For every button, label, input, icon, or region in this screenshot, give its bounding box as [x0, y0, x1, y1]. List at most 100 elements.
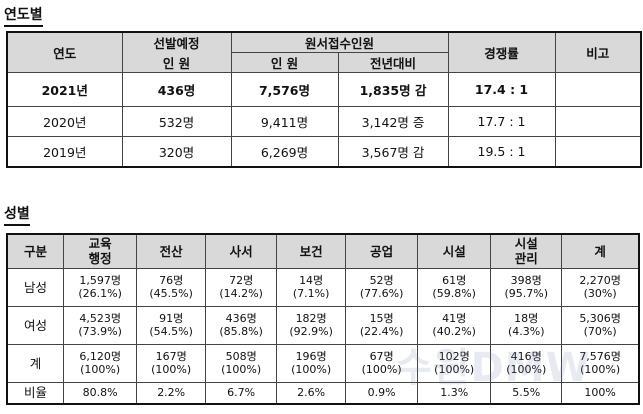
cell-count: 80.8% [82, 386, 118, 400]
cell-selected: 436명 [121, 72, 232, 107]
table-cell: 72명 (14.2%) [205, 267, 278, 307]
row-label: 남성 [6, 267, 65, 307]
cell-count: 398명 [510, 274, 542, 287]
header-category: 구분 [6, 233, 65, 269]
cell-percent: (14.2%) [219, 287, 263, 300]
table-cell: 416명 (100%) [490, 343, 563, 383]
cell-yoy: 3,142명 증 [337, 106, 449, 137]
header-applied-count: 인 원 [230, 52, 339, 73]
table-cell: 7,576명 (100%) [561, 343, 640, 383]
table-row: 비율 80.8% 2.2% 6.7% 2.6% 0.9% 1.3% 5.5% 100% [6, 381, 640, 405]
cell-ratio: 17.7 : 1 [447, 106, 556, 137]
table-cell: 182명 (92.9%) [276, 305, 347, 345]
cell-selected: 532명 [121, 106, 232, 137]
table-cell: 196명 (100%) [276, 343, 347, 383]
cell-remarks [554, 136, 642, 167]
gender-header-row: 구분 교육 행정 전산 사서 보건 공업 시설 시설 관리 계 [6, 233, 640, 269]
cell-applied: 6,269명 [230, 136, 339, 167]
table-row: 2021년 436명 7,576명 1,835명 감 17.4 : 1 [6, 72, 642, 107]
cell-count: 18명 [514, 312, 539, 325]
table-cell: 2,270명 (30%) [561, 267, 640, 307]
header-facility: 시설 [417, 233, 492, 269]
table-cell: 2.2% [136, 381, 207, 405]
cell-count: 0.9% [367, 386, 396, 400]
header-facility-mgmt: 시설 관리 [490, 233, 563, 269]
cell-percent: (85.8%) [219, 325, 263, 338]
header-remarks: 비고 [554, 31, 642, 73]
section-title-by-year: 연도별 [4, 4, 43, 27]
header-computing: 전산 [136, 233, 207, 269]
table-cell: 167명 (100%) [136, 343, 207, 383]
cell-selected: 320명 [121, 136, 232, 167]
table-cell: 398명 (95.7%) [490, 267, 563, 307]
cell-percent: (54.5%) [149, 325, 193, 338]
cell-count: 508명 [225, 350, 257, 363]
cell-count: 436명 [225, 312, 257, 325]
header-total: 계 [561, 233, 640, 269]
table-cell: 1.3% [417, 381, 492, 405]
table-cell: 15명 (22.4%) [345, 305, 419, 345]
cell-yoy: 3,567명 감 [337, 136, 449, 167]
cell-year: 2021년 [6, 72, 123, 107]
cell-percent: (92.9%) [289, 325, 333, 338]
row-label: 계 [6, 343, 65, 383]
cell-count: 15명 [369, 312, 394, 325]
cell-yoy: 1,835명 감 [337, 72, 449, 107]
header-selected-line2: 인 원 [121, 52, 232, 73]
cell-year: 2020년 [6, 106, 123, 137]
table-cell: 102명 (100%) [417, 343, 492, 383]
table-cell: 4,523명 (73.9%) [63, 305, 138, 345]
cell-count: 6.7% [227, 386, 256, 400]
cell-percent: (100%) [506, 363, 547, 376]
cell-count: 416명 [510, 350, 542, 363]
cell-percent: (100%) [291, 363, 332, 376]
cell-ratio: 17.4 : 1 [447, 72, 556, 107]
table-row: 2020년 532명 9,411명 3,142명 증 17.7 : 1 [6, 106, 642, 137]
cell-percent: (45.5%) [149, 287, 193, 300]
table-cell: 2.6% [276, 381, 347, 405]
cell-percent: (7.1%) [292, 287, 330, 300]
cell-count: 102명 [438, 350, 470, 363]
section-title-by-gender: 성별 [4, 203, 30, 226]
cell-percent: (30%) [583, 287, 617, 300]
by-year-table: 연도 선발예정 원서접수인원 경쟁률 비고 인 원 인 원 전년대비 2021년… [6, 31, 643, 168]
cell-remarks [554, 106, 642, 137]
cell-count: 182명 [295, 312, 327, 325]
cell-percent: (100%) [361, 363, 402, 376]
cell-count: 76명 [159, 274, 184, 287]
cell-count: 61명 [442, 274, 467, 287]
cell-count: 167명 [155, 350, 187, 363]
cell-ratio: 19.5 : 1 [447, 136, 556, 167]
cell-count: 41명 [442, 312, 467, 325]
cell-percent: (26.1%) [78, 287, 122, 300]
cell-count: 5,306명 [579, 312, 621, 325]
cell-percent: (70%) [583, 325, 617, 338]
row-label: 비율 [6, 381, 65, 405]
table-cell: 436명 (85.8%) [205, 305, 278, 345]
header-librarian: 사서 [205, 233, 278, 269]
cell-count: 100% [584, 386, 616, 400]
table-cell: 6.7% [205, 381, 278, 405]
table-row: 남성 1,597명 (26.1%) 76명 (45.5%) 72명 (14.2%) 14명 (7… [6, 267, 640, 307]
cell-percent: (95.7%) [504, 287, 548, 300]
header-applied: 원서접수인원 [230, 31, 449, 53]
cell-count: 14명 [299, 274, 324, 287]
cell-count: 7,576명 [579, 350, 621, 363]
header-industrial: 공업 [345, 233, 419, 269]
cell-count: 2,270명 [579, 274, 621, 287]
cell-count: 91명 [159, 312, 184, 325]
cell-count: 4,523명 [79, 312, 121, 325]
cell-count: 1,597명 [79, 274, 121, 287]
watermark-logo: 수원DMW [395, 345, 591, 391]
table-cell: 0.9% [345, 381, 419, 405]
cell-percent: (22.4%) [359, 325, 404, 338]
table-cell: 6,120명 (100%) [63, 343, 138, 383]
table-cell: 67명 (100%) [345, 343, 419, 383]
cell-count: 72명 [229, 274, 254, 287]
table-cell: 1,597명 (26.1%) [63, 267, 138, 307]
header-ratio: 경쟁률 [447, 31, 556, 73]
cell-percent: (73.9%) [78, 325, 122, 338]
cell-count: 67명 [369, 350, 394, 363]
table-cell: 91명 (54.5%) [136, 305, 207, 345]
cell-count: 2.2% [157, 386, 186, 400]
